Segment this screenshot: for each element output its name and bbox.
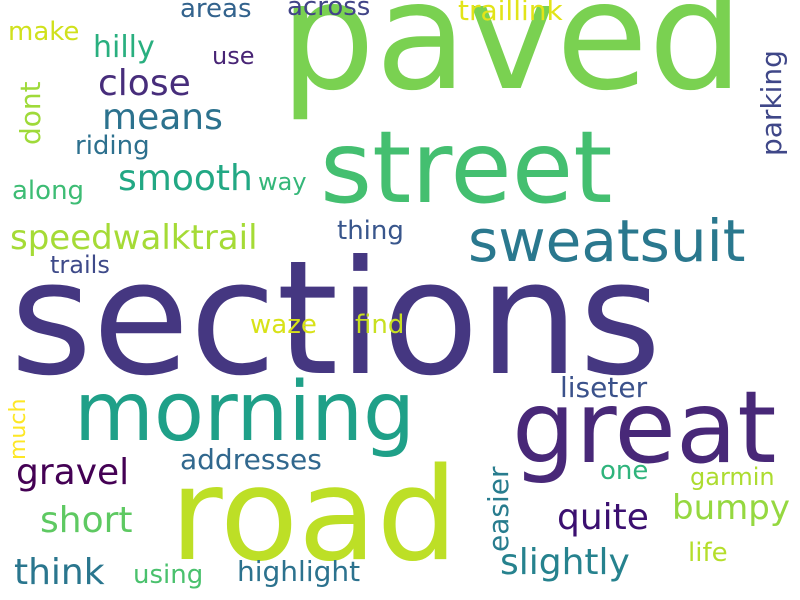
word-highlight: highlight <box>237 555 361 588</box>
word-quite: quite <box>557 497 649 538</box>
word-liseter: liseter <box>560 371 648 404</box>
word-close: close <box>98 63 191 104</box>
word-traillink: traillink <box>458 0 563 27</box>
word-easier: easier <box>482 466 515 553</box>
word-road: road <box>170 441 458 590</box>
word-short: short <box>40 500 133 541</box>
word-make: make <box>8 17 80 47</box>
word-areas: areas <box>180 0 252 24</box>
word-life: life <box>688 538 728 568</box>
word-hilly: hilly <box>93 30 155 65</box>
word-dont: dont <box>14 81 47 145</box>
word-using: using <box>133 560 204 590</box>
word-street: street <box>320 109 613 226</box>
word-find: find <box>355 310 405 340</box>
word-morning: morning <box>74 365 416 460</box>
word-way: way <box>258 168 307 196</box>
word-much: much <box>6 398 31 460</box>
word-garmin: garmin <box>690 463 775 491</box>
word-smooth: smooth <box>118 158 253 199</box>
word-speedwalktrail: speedwalktrail <box>10 218 258 258</box>
word-across: across <box>287 0 371 22</box>
word-one: one <box>600 456 649 486</box>
word-bumpy: bumpy <box>672 488 790 528</box>
word-use: use <box>212 42 255 70</box>
word-sections: sections <box>10 227 662 411</box>
word-addresses: addresses <box>180 443 322 476</box>
word-trails: trails <box>50 251 110 279</box>
word-gravel: gravel <box>16 452 130 493</box>
word-riding: riding <box>75 131 150 161</box>
word-slightly: slightly <box>500 542 630 583</box>
word-great: great <box>512 369 777 486</box>
word-along: along <box>12 176 85 206</box>
word-think: think <box>14 552 105 593</box>
word-thing: thing <box>337 216 404 246</box>
word-means: means <box>102 97 223 138</box>
word-sweatsuit: sweatsuit <box>468 207 746 275</box>
word-waze: waze <box>250 310 317 340</box>
word-parking: parking <box>755 50 788 156</box>
word-paved: paved <box>280 0 744 124</box>
